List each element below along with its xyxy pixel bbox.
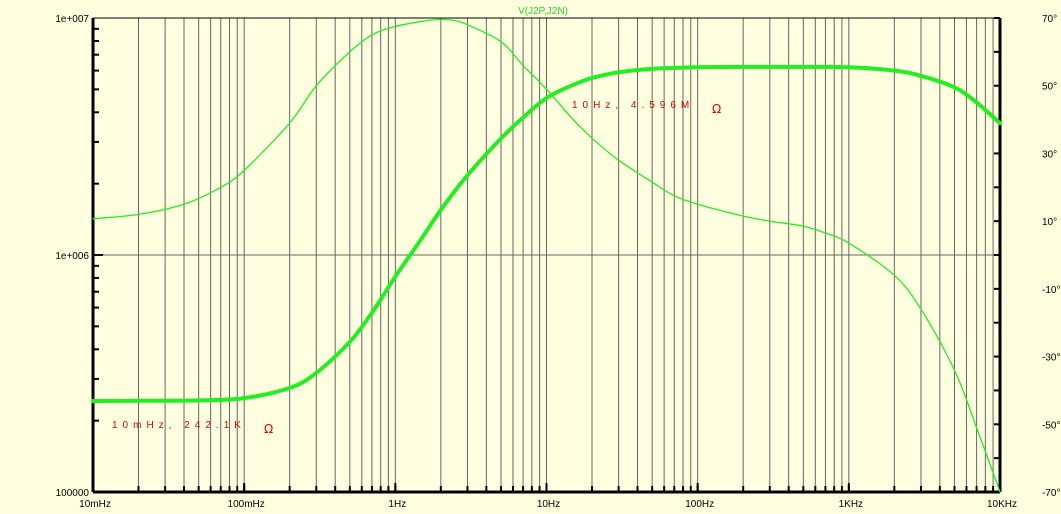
y-left-tick-label: 1e+006 — [55, 251, 89, 262]
curves — [91, 18, 1002, 493]
annotation-10mhz: 10mHz, 242.1K Ω — [112, 420, 273, 436]
svg-text:10mHz, 242.1K: 10mHz, 242.1K — [112, 420, 246, 431]
grid — [92, 18, 1000, 492]
y-right-tick-label: -10° — [1042, 285, 1060, 296]
x-tick-label: 10mHz — [79, 499, 111, 510]
y-right-tick-label: -30° — [1042, 353, 1060, 364]
y-left-tick-label: 1e+007 — [55, 14, 89, 25]
ticks: 10mHz 100mHz 1Hz 10Hz 100Hz 1KHz 10KHz 100000 1e… — [55, 14, 1060, 510]
y-left-tick-label: 100000 — [56, 488, 90, 499]
svg-text:10Hz, 4.596M: 10Hz, 4.596M — [572, 100, 694, 111]
y-right-tick-label: -50° — [1042, 420, 1060, 431]
annotation-10hz: 10Hz, 4.596M Ω — [572, 100, 721, 116]
x-tick-label: 100mHz — [228, 499, 265, 510]
svg-text:Ω: Ω — [712, 102, 721, 116]
x-tick-label: 10Hz — [537, 499, 560, 510]
svg-text:Ω: Ω — [264, 422, 273, 436]
magnitude-curve — [91, 64, 1002, 403]
x-tick-label: 1Hz — [388, 499, 406, 510]
y-right-tick-label: 30° — [1042, 149, 1057, 160]
y-right-tick-label: 10° — [1042, 217, 1057, 228]
y-right-tick-label: -70° — [1042, 488, 1060, 499]
x-tick-label: 1KHz — [839, 499, 863, 510]
x-tick-label: 100Hz — [685, 499, 714, 510]
x-tick-label: 10KHz — [987, 499, 1017, 510]
y-right-tick-label: 50° — [1042, 82, 1057, 93]
chart-title: V(J2P,J2N) — [518, 6, 568, 17]
phase-curve — [92, 18, 1001, 493]
y-right-tick-label: 70° — [1042, 14, 1057, 25]
